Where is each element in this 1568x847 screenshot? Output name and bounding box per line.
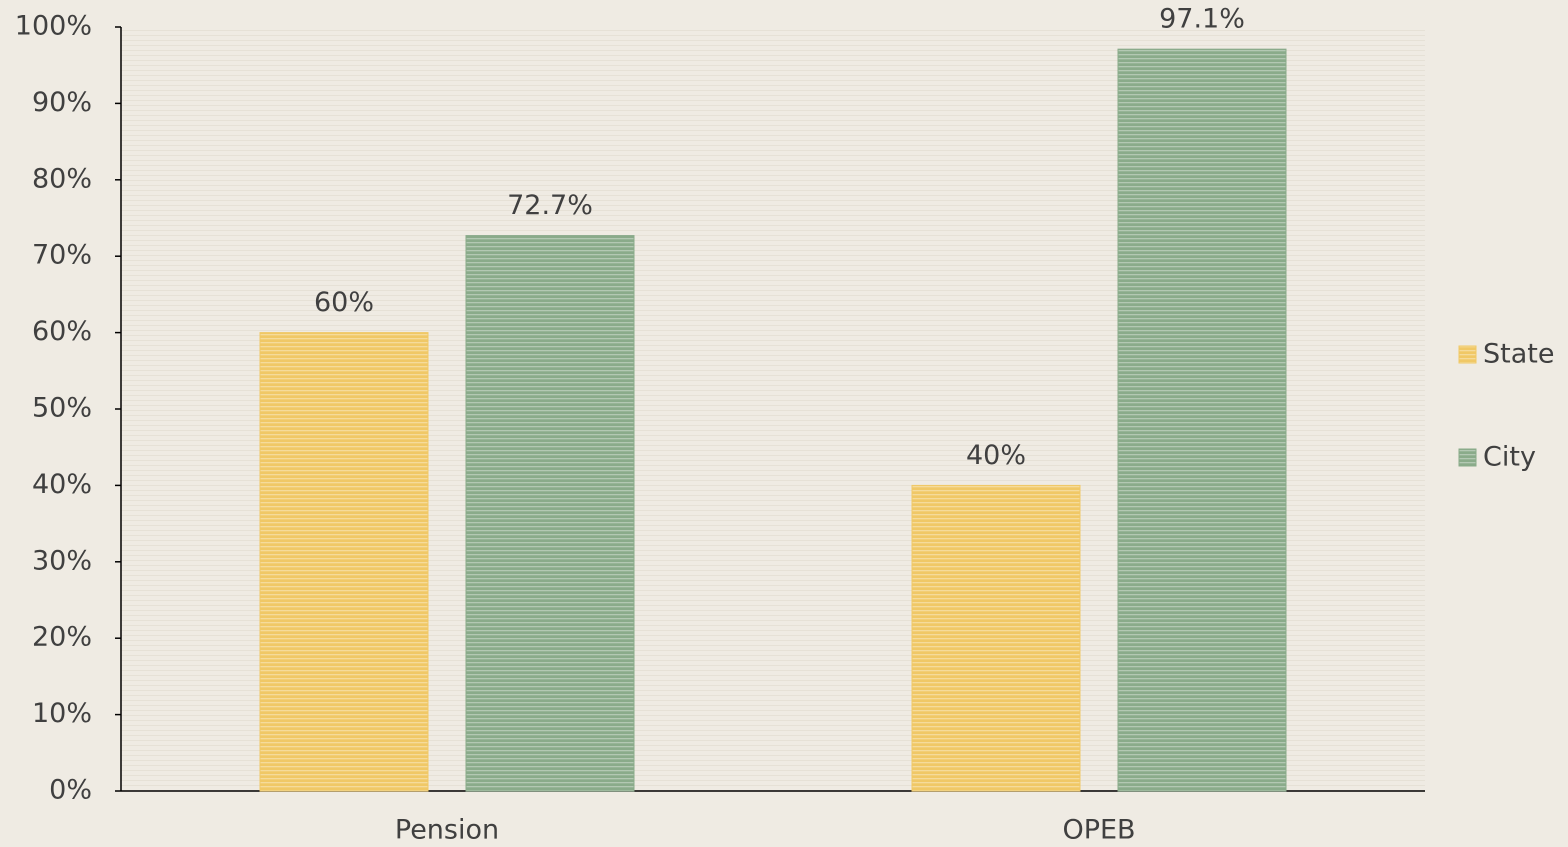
x-tick-label: OPEB (1062, 815, 1135, 846)
legend-swatch (1458, 345, 1477, 364)
y-tick-label: 100% (15, 11, 92, 42)
bar (465, 235, 635, 792)
y-tick-label: 10% (32, 698, 92, 729)
data-label: 72.7% (507, 190, 593, 221)
y-tick-label: 70% (32, 240, 92, 271)
y-tick-label: 50% (32, 393, 92, 424)
data-label: 40% (966, 440, 1026, 471)
bar (911, 484, 1081, 792)
bar (1117, 48, 1287, 792)
y-tick-label: 90% (32, 87, 92, 118)
data-label: 60% (314, 287, 374, 318)
y-tick-label: 0% (49, 775, 92, 806)
y-tick-label: 30% (32, 545, 92, 576)
legend-swatch (1458, 448, 1477, 467)
legend-label: State (1483, 339, 1554, 370)
y-tick-label: 20% (32, 622, 92, 653)
x-tick-label: Pension (395, 815, 499, 846)
y-tick-label: 60% (32, 316, 92, 347)
data-label: 97.1% (1159, 4, 1245, 35)
bar (259, 332, 429, 792)
y-tick-label: 80% (32, 163, 92, 194)
y-tick-label: 40% (32, 469, 92, 500)
legend-label: City (1483, 442, 1536, 473)
